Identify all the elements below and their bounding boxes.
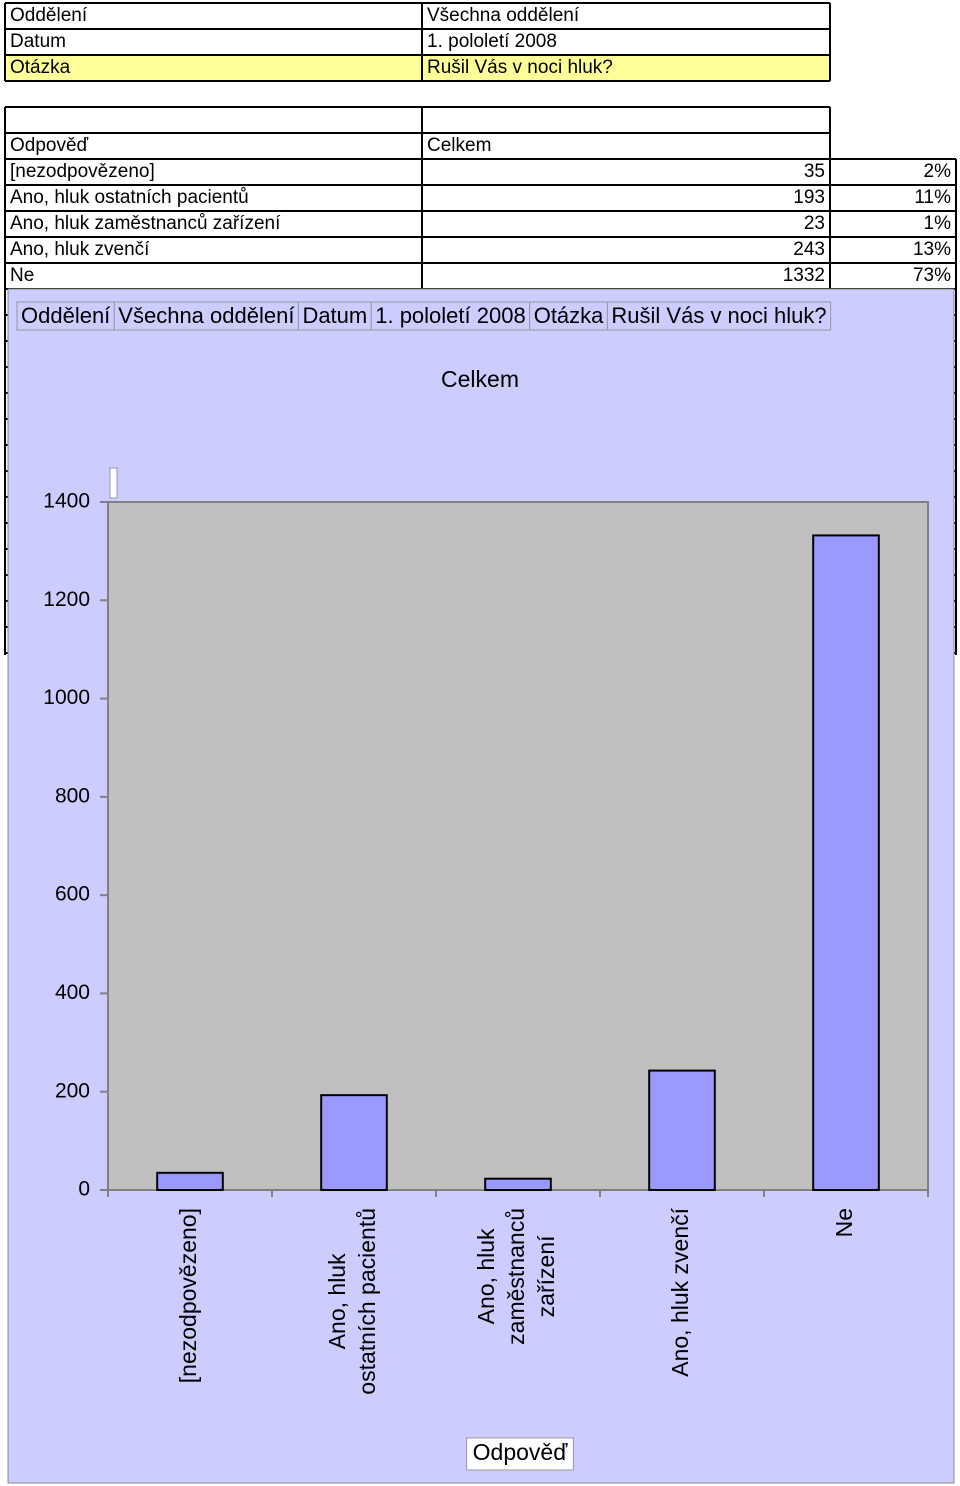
x-axis-title-box: Odpověď — [466, 1437, 574, 1471]
x-tick-label: Ano, hluk ostatních pacientů — [324, 1208, 380, 1395]
header-cell: 1. pololetí 2008 — [427, 31, 557, 52]
field-button — [370, 301, 531, 331]
cell: 11% — [914, 187, 951, 208]
chart-title: Celkem — [441, 366, 519, 392]
cell: 73% — [913, 265, 951, 286]
cell: 2% — [924, 161, 952, 182]
y-tick-label: 1400 — [43, 490, 90, 513]
x-tick-label: [nezodpovězeno] — [175, 1208, 201, 1383]
cell: Ne — [10, 265, 34, 286]
field-label: Otázka — [534, 303, 604, 328]
header-cell: Oddělení — [10, 5, 88, 26]
y-tick-label: 600 — [55, 883, 90, 906]
cell: Ano, hluk zaměstnanců zařízení — [10, 213, 281, 234]
header-cell: Všechna oddělení — [427, 5, 580, 26]
field-button — [297, 301, 372, 331]
legend-stub — [109, 467, 118, 499]
cell: Ano, hluk ostatních pacientů — [10, 187, 249, 208]
header-cell: Otázka — [10, 57, 71, 78]
pivot-fields: Oddělení Všechna oddělení Datum 1. pololetí… — [16, 301, 832, 331]
column-header: Celkem — [427, 135, 491, 156]
cell: 13% — [913, 239, 951, 260]
field-label: Datum — [302, 303, 367, 328]
cell: Ano, hluk zvenčí — [10, 239, 150, 260]
y-tick-label: 1000 — [43, 686, 90, 709]
header-table: Oddělení Všechna oddělení Datum 1. pololetí… — [10, 5, 613, 78]
bar — [484, 1177, 552, 1192]
cell: 23 — [804, 213, 825, 234]
cell: 1% — [924, 213, 952, 234]
bar — [320, 1094, 388, 1192]
table-grid — [4, 2, 957, 655]
field-button — [113, 301, 299, 331]
field-label: Oddělení — [21, 303, 110, 328]
x-axis-title-frame — [466, 1437, 574, 1471]
plot-area — [107, 501, 929, 1191]
field-label: 1. pololetí 2008 — [375, 303, 525, 328]
cell: 193 — [793, 187, 825, 208]
x-axis-title: Odpověď — [473, 1439, 569, 1465]
field-label: Rušil Vás v noci hluk? — [611, 303, 826, 328]
bar — [648, 1069, 716, 1192]
cell: 35 — [804, 161, 825, 182]
header-cell: Rušil Vás v noci hluk? — [427, 57, 613, 78]
x-tick-label: Ne — [831, 1208, 857, 1237]
cell: 1332 — [783, 265, 825, 286]
y-tick-label: 1200 — [43, 588, 90, 611]
field-button — [529, 301, 608, 331]
x-tick-label: Ano, hluk zaměstnanců zařízení — [473, 1208, 559, 1345]
cell: [nezodpovězeno] — [10, 161, 155, 182]
highlight-row — [5, 55, 830, 81]
y-tick-label: 800 — [55, 784, 90, 807]
bar — [812, 534, 880, 1191]
field-label: Všechna oddělení — [118, 303, 294, 328]
cell: 243 — [793, 239, 825, 260]
y-tick-label: 200 — [55, 1079, 90, 1102]
column-header: Odpověď — [10, 135, 89, 156]
field-button — [606, 301, 832, 331]
y-tick-label: 0 — [78, 1178, 90, 1201]
x-tick-label: Ano, hluk zvenčí — [667, 1207, 693, 1376]
bar — [156, 1171, 224, 1192]
header-cell: Datum — [10, 31, 66, 52]
y-tick-label: 400 — [55, 981, 90, 1004]
